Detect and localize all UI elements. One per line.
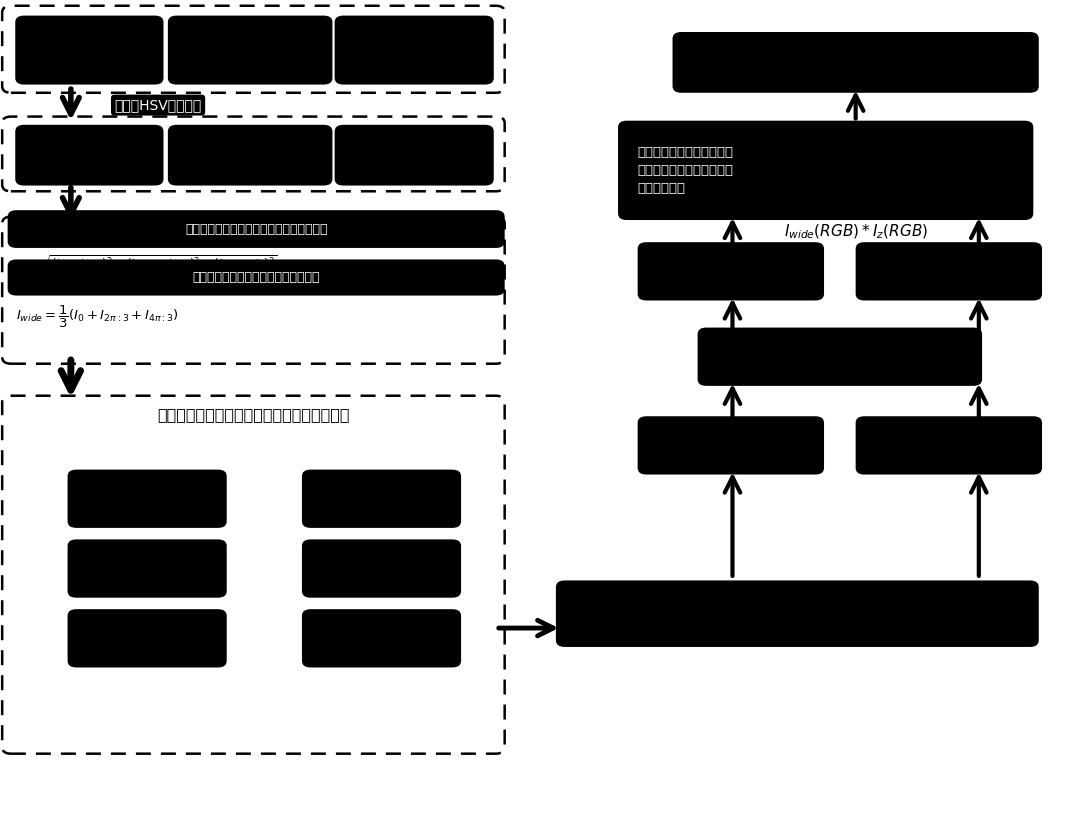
FancyBboxPatch shape: [302, 470, 461, 528]
FancyBboxPatch shape: [168, 125, 332, 186]
FancyBboxPatch shape: [68, 609, 227, 667]
Text: 得到每个通道的光切片图和去除条纹的宽场图: 得到每个通道的光切片图和去除条纹的宽场图: [157, 407, 350, 422]
Text: 相乘，获得更加饱满的灰度
级，避免了非线性运算造成
的灰度级缺失: 相乘，获得更加饱满的灰度 级，避免了非线性运算造成 的灰度级缺失: [638, 146, 734, 195]
FancyBboxPatch shape: [8, 259, 505, 296]
FancyBboxPatch shape: [68, 470, 227, 528]
FancyBboxPatch shape: [302, 609, 461, 667]
FancyBboxPatch shape: [168, 16, 332, 85]
FancyBboxPatch shape: [698, 328, 982, 386]
FancyBboxPatch shape: [8, 210, 505, 248]
FancyBboxPatch shape: [556, 580, 1039, 647]
FancyBboxPatch shape: [15, 125, 163, 186]
FancyBboxPatch shape: [638, 242, 824, 300]
FancyBboxPatch shape: [638, 416, 824, 475]
FancyBboxPatch shape: [856, 416, 1042, 475]
FancyBboxPatch shape: [335, 16, 494, 85]
FancyBboxPatch shape: [618, 121, 1033, 220]
Text: $I_{wide}(RGB) * I_z(RGB)$: $I_{wide}(RGB) * I_z(RGB)$: [784, 222, 928, 241]
Text: $I_{wide} = \dfrac{1}{3}(I_0 + I_{2\pi:3} + I_{4\pi:3})$: $I_{wide} = \dfrac{1}{3}(I_0 + I_{2\pi:3…: [16, 304, 180, 330]
FancyBboxPatch shape: [673, 32, 1039, 93]
Text: 并按照如下公式计算去除条纹的宽场图: 并按照如下公式计算去除条纹的宽场图: [193, 271, 319, 284]
FancyBboxPatch shape: [335, 125, 494, 186]
Text: 转换至HSV彩色空间: 转换至HSV彩色空间: [114, 98, 202, 112]
FancyBboxPatch shape: [15, 16, 163, 85]
Text: 按照公式（）在每一个通道进行光切片处理: 按照公式（）在每一个通道进行光切片处理: [185, 222, 327, 236]
FancyBboxPatch shape: [302, 539, 461, 598]
FancyBboxPatch shape: [856, 242, 1042, 300]
Text: $I_Z = \sqrt{(I_0 - I_{2\pi/3})^2 + (I_{2\pi/3} - I_{4\pi/3})^2 + (I_{4\pi/3} - : $I_Z = \sqrt{(I_0 - I_{2\pi/3})^2 + (I_{…: [16, 254, 278, 275]
FancyBboxPatch shape: [68, 539, 227, 598]
